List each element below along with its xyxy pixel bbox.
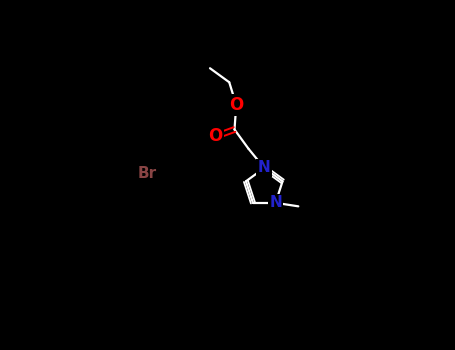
Text: N: N (258, 161, 271, 175)
Text: O: O (229, 96, 243, 114)
Text: O: O (208, 127, 222, 146)
Text: Br: Br (137, 166, 157, 181)
Text: N: N (269, 195, 282, 210)
